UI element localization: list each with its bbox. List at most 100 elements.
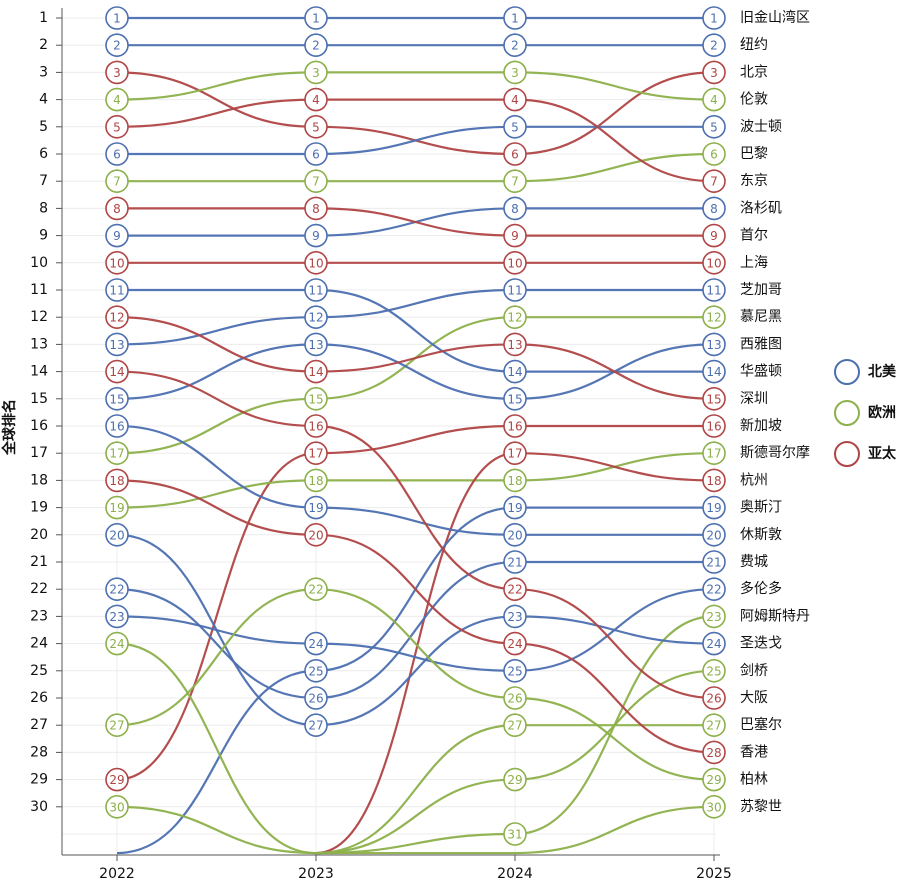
rank-node: 21 bbox=[702, 550, 726, 574]
series-line-阿姆斯特丹 bbox=[315, 615, 715, 855]
rank-node-circle bbox=[702, 6, 726, 30]
rank-node-label: 29 bbox=[507, 773, 522, 787]
rank-node: 27 bbox=[304, 713, 328, 738]
y-tick-label: 29 bbox=[30, 772, 48, 788]
rank-node: 12 bbox=[304, 305, 328, 330]
rank-node-label: 10 bbox=[109, 256, 124, 270]
series-line-柏林 bbox=[116, 588, 715, 781]
rank-node-label: 12 bbox=[308, 311, 323, 325]
rank-node-circle bbox=[702, 713, 726, 738]
rank-node: 20 bbox=[105, 522, 129, 547]
rank-node-label: 13 bbox=[109, 338, 124, 352]
rank-node: 10 bbox=[503, 250, 527, 275]
rank-node: 9 bbox=[105, 223, 129, 248]
rank-node-label: 14 bbox=[507, 365, 522, 379]
rank-node-circle bbox=[503, 223, 527, 248]
rank-node: 6 bbox=[304, 142, 328, 166]
rank-node: 11 bbox=[304, 278, 328, 302]
rank-node-circle bbox=[105, 713, 129, 738]
rank-node: 12 bbox=[702, 305, 726, 330]
series-line-深圳 bbox=[116, 316, 715, 400]
legend-item: 欧洲 bbox=[834, 400, 896, 426]
rank-node-circle bbox=[503, 6, 527, 30]
rank-node-circle bbox=[304, 468, 328, 493]
rank-node-label: 4 bbox=[113, 93, 121, 107]
rank-node: 9 bbox=[304, 223, 328, 248]
rank-node: 10 bbox=[304, 250, 328, 275]
rank-node-circle bbox=[503, 713, 527, 738]
series-line-新加坡 bbox=[116, 424, 714, 781]
rank-node-label: 11 bbox=[308, 284, 323, 298]
rank-node: 15 bbox=[304, 386, 328, 411]
rank-node-circle bbox=[304, 33, 328, 58]
rank-node-circle bbox=[503, 278, 527, 302]
rank-node-label: 23 bbox=[507, 610, 522, 624]
rank-node-circle bbox=[503, 386, 527, 411]
rank-node-label: 14 bbox=[706, 365, 721, 379]
rank-node-label: 22 bbox=[706, 583, 721, 597]
rank-node-label: 17 bbox=[308, 447, 323, 461]
rank-node-label: 11 bbox=[507, 284, 522, 298]
rank-node: 13 bbox=[503, 332, 527, 357]
rank-node: 11 bbox=[105, 278, 129, 302]
y-tick-label: 2 bbox=[39, 37, 48, 53]
city-label: 东京 bbox=[740, 173, 768, 189]
city-label: 休斯敦 bbox=[740, 527, 782, 543]
rank-node-circle bbox=[105, 169, 129, 193]
rank-node-circle bbox=[503, 196, 527, 221]
rank-node-label: 18 bbox=[507, 474, 522, 488]
series-line-苏黎世 bbox=[116, 805, 715, 855]
rank-node-circle bbox=[702, 577, 726, 602]
x-tick-label: 2022 bbox=[99, 866, 135, 882]
city-label: 费城 bbox=[740, 554, 768, 570]
city-label: 阿姆斯特丹 bbox=[740, 608, 810, 624]
rank-node: 6 bbox=[105, 142, 129, 166]
city-label: 多伦多 bbox=[740, 580, 782, 597]
series-line-巴黎 bbox=[117, 152, 715, 183]
rank-node-label: 15 bbox=[706, 392, 721, 406]
rank-node-label: 5 bbox=[710, 120, 718, 134]
rank-node-circle bbox=[304, 6, 328, 30]
rank-node-label: 3 bbox=[710, 66, 718, 80]
rank-node-circle bbox=[105, 441, 129, 466]
rank-node-circle bbox=[702, 223, 726, 248]
rank-node-label: 10 bbox=[706, 256, 721, 270]
rank-node-circle bbox=[503, 604, 527, 629]
rank-node-circle bbox=[702, 631, 726, 656]
rank-node-circle bbox=[503, 441, 527, 466]
rank-node-circle bbox=[105, 631, 129, 656]
rank-node-label: 26 bbox=[308, 692, 323, 706]
rank-node-circle bbox=[702, 332, 726, 357]
rank-node-label: 16 bbox=[706, 420, 721, 434]
rank-node: 13 bbox=[105, 332, 129, 357]
rank-node-label: 24 bbox=[706, 637, 721, 651]
axes bbox=[61, 8, 720, 856]
rank-node: 23 bbox=[105, 604, 129, 629]
rank-node-circle bbox=[503, 767, 527, 792]
rank-node: 22 bbox=[503, 577, 527, 602]
rank-node-circle bbox=[304, 658, 328, 683]
rank-node: 29 bbox=[105, 767, 129, 792]
city-label: 波士顿 bbox=[740, 119, 782, 135]
rank-node-circle bbox=[702, 495, 726, 520]
city-label: 柏林 bbox=[740, 772, 768, 788]
series-line-巴塞尔 bbox=[315, 724, 714, 855]
rank-node-label: 27 bbox=[109, 719, 124, 733]
rank-node: 3 bbox=[503, 60, 527, 85]
rank-node-label: 2 bbox=[710, 39, 718, 53]
legend-label: 欧洲 bbox=[868, 404, 896, 421]
rank-node: 19 bbox=[702, 495, 726, 520]
rank-node-label: 4 bbox=[312, 93, 320, 107]
rank-node: 26 bbox=[702, 686, 726, 710]
series-line-大阪 bbox=[116, 370, 715, 700]
rank-node: 18 bbox=[702, 468, 726, 493]
rank-node: 4 bbox=[702, 87, 726, 112]
rank-node-label: 29 bbox=[706, 773, 721, 787]
series-line-剑桥 bbox=[116, 642, 715, 855]
rank-node-circle bbox=[105, 468, 129, 493]
legend-swatch bbox=[834, 441, 860, 467]
rank-node-label: 9 bbox=[312, 229, 320, 243]
rank-node: 26 bbox=[304, 686, 328, 710]
y-tick-label: 6 bbox=[39, 146, 48, 162]
